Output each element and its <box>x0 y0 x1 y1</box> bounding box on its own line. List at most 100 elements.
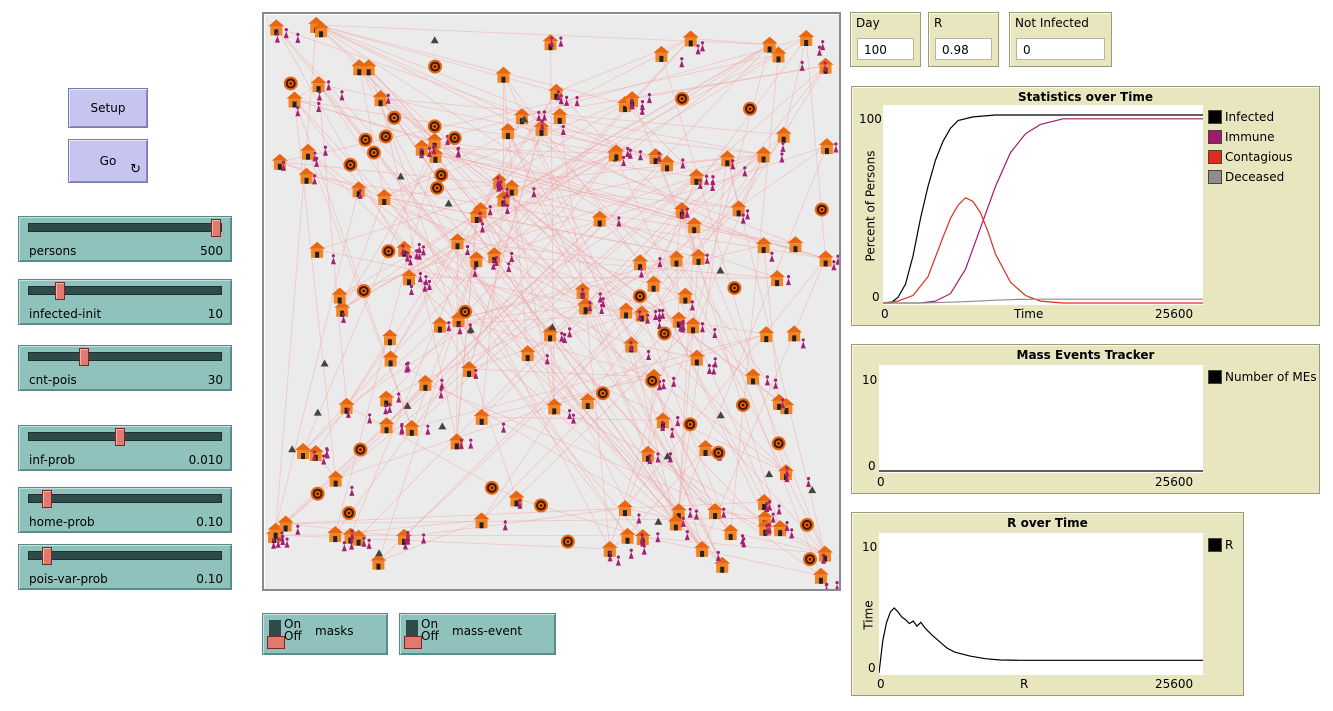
person-icon <box>383 404 389 415</box>
contact-link <box>653 376 703 550</box>
slider-inf-prob[interactable]: inf-prob 0.010 <box>18 425 232 471</box>
contact-link <box>384 53 662 198</box>
r-plot: R over Time 10 0 0 25600 R Time R <box>851 512 1244 696</box>
mass-event-switch[interactable]: On Off mass-event <box>399 613 556 655</box>
deceased-marker-icon <box>438 422 447 430</box>
contact-link <box>421 147 615 154</box>
contact-link <box>390 358 677 523</box>
contact-link <box>411 259 477 428</box>
house-icon <box>372 90 389 107</box>
house-icon <box>546 398 563 415</box>
contact-link <box>556 91 695 226</box>
person-icon <box>349 539 355 550</box>
contact-link <box>358 66 586 306</box>
slider-pois-var-prob[interactable]: pois-var-prob 0.10 <box>18 544 232 590</box>
masks-switch[interactable]: On Off masks <box>262 613 388 655</box>
house-icon <box>786 325 803 342</box>
slider-thumb-inf-prob[interactable] <box>115 428 126 446</box>
statistics-ylabel: Percent of Persons <box>863 150 878 262</box>
contact-link <box>549 333 555 407</box>
person-icon <box>425 424 431 435</box>
person-icon <box>349 485 355 496</box>
person-icon <box>597 292 603 303</box>
contact-link <box>274 534 610 550</box>
house-icon <box>667 514 684 531</box>
house-icon <box>327 526 344 543</box>
house-icon <box>761 36 778 53</box>
deceased-marker-icon <box>313 408 322 416</box>
contact-link <box>690 38 770 45</box>
r-xlabel: R <box>1020 677 1029 691</box>
contact-link <box>273 189 360 536</box>
person-icon <box>479 222 485 233</box>
slider-label-home-prob: home-prob <box>29 515 95 529</box>
person-icon <box>641 544 647 555</box>
person-icon <box>580 288 586 299</box>
contact-link <box>527 145 828 354</box>
setup-button[interactable]: Setup <box>68 88 148 128</box>
house-icon <box>267 522 284 539</box>
contact-link <box>275 27 470 370</box>
poi-target-icon <box>458 304 473 319</box>
contact-link <box>527 134 784 354</box>
person-icon <box>679 57 685 68</box>
contact-link <box>631 98 699 258</box>
slider-thumb-cnt-pois[interactable] <box>78 348 89 366</box>
house-icon <box>772 520 789 537</box>
house-icon <box>756 494 773 511</box>
contact-link <box>275 24 317 531</box>
contact-link <box>481 376 654 418</box>
contact-link <box>468 295 686 370</box>
person-icon <box>628 340 634 352</box>
statistics-legend: Infected Immune Contagious Deceased <box>1208 107 1293 187</box>
r-plot-area <box>878 533 1203 675</box>
contact-link <box>554 406 649 455</box>
masks-switch-knob[interactable] <box>267 636 285 649</box>
slider-thumb-pois-var-prob[interactable] <box>41 547 52 565</box>
slider-thumb-home-prob[interactable] <box>41 490 52 508</box>
house-icon <box>271 153 288 170</box>
person-icon <box>767 500 773 511</box>
person-icon <box>501 422 507 433</box>
statistics-plot-area <box>882 105 1203 305</box>
person-icon <box>766 523 772 534</box>
person-icon <box>639 100 645 111</box>
house-icon <box>360 59 377 76</box>
slider-thumb-persons[interactable] <box>211 219 221 237</box>
contact-link <box>435 154 695 226</box>
contact-link <box>667 157 728 164</box>
poi-target-icon <box>683 417 698 432</box>
contact-link <box>468 127 542 370</box>
contact-link <box>385 152 617 399</box>
contact-link <box>380 97 780 403</box>
go-button[interactable]: Go ↻ <box>68 139 148 183</box>
contact-link <box>384 196 586 306</box>
person-icon <box>295 524 301 535</box>
deceased-marker-icon <box>765 470 774 478</box>
slider-thumb-infected-init[interactable] <box>54 282 65 300</box>
contact-link <box>655 155 822 576</box>
contact-link <box>425 382 826 554</box>
person-icon <box>821 553 827 564</box>
slider-infected-init[interactable]: infected-init 10 <box>18 279 232 325</box>
contact-link <box>507 130 655 378</box>
house-icon <box>295 443 312 460</box>
contact-link <box>763 245 780 402</box>
poi-target-icon <box>310 486 325 501</box>
slider-home-prob[interactable]: home-prob 0.10 <box>18 487 232 533</box>
poi-target-icon <box>800 517 815 532</box>
poi-target-icon <box>447 131 462 146</box>
person-icon <box>495 176 501 187</box>
person-icon <box>420 245 426 256</box>
house-icon <box>401 269 418 286</box>
person-icon <box>671 376 677 387</box>
world-view[interactable] <box>262 12 853 594</box>
slider-value-cnt-pois: 30 <box>207 373 223 387</box>
house-icon <box>787 236 804 253</box>
contact-link <box>390 241 458 359</box>
contact-link <box>435 154 739 209</box>
slider-persons[interactable]: persons 500 <box>18 216 232 262</box>
series-line-immune <box>883 118 1203 304</box>
mass-event-switch-knob[interactable] <box>404 636 422 649</box>
slider-cnt-pois[interactable]: cnt-pois 30 <box>18 345 232 391</box>
